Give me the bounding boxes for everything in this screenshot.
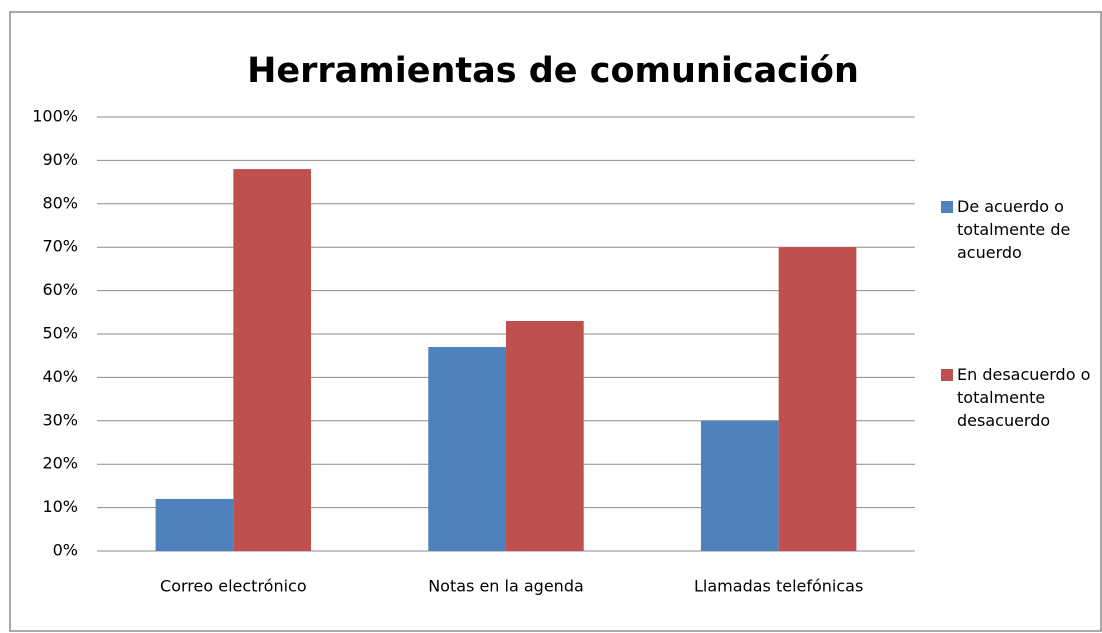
y-tick-label: 80% (42, 193, 78, 212)
chart-title: Herramientas de comunicación (247, 51, 859, 91)
legend-swatch (941, 369, 953, 381)
legend-label: De acuerdo o totalmente de acuerdo (957, 197, 1071, 262)
y-tick-label: 90% (42, 150, 78, 169)
y-tick-label: 60% (42, 280, 78, 299)
y-tick-label: 100% (32, 107, 78, 126)
x-tick-label: Llamadas telefónicas (694, 577, 863, 596)
bar (428, 347, 506, 551)
y-tick-label: 10% (42, 497, 78, 516)
x-tick-label: Correo electrónico (160, 577, 307, 596)
y-tick-label: 30% (42, 410, 78, 429)
bar (506, 320, 584, 551)
legend-label: En desacuerdo o totalmente desacuerdo (957, 365, 1091, 430)
y-tick-label: 20% (42, 454, 78, 473)
y-tick-label: 0% (53, 541, 78, 560)
y-tick-label: 50% (42, 324, 78, 343)
bar (233, 169, 312, 551)
x-tick-label: Notas en la agenda (428, 577, 584, 596)
bar (155, 498, 234, 551)
y-tick-label: 70% (42, 237, 78, 256)
legend-swatch (941, 201, 953, 213)
y-tick-label: 40% (42, 367, 78, 386)
bar (700, 420, 779, 551)
bar (778, 247, 857, 551)
